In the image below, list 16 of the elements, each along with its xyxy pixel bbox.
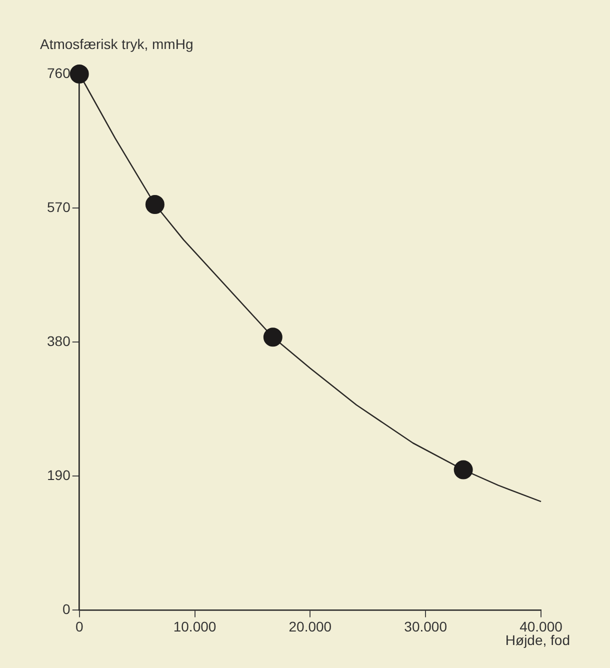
y-axis-title: Atmosfærisk tryk, mmHg [40,36,194,52]
point [70,64,89,84]
x-tick-label: 20.000 [288,618,332,634]
point [263,328,282,347]
y-tick-label: 190 [47,467,71,484]
x-tick-label: 40.000 [520,618,563,634]
x-axis-title: Højde, fod [505,632,570,648]
point [454,460,473,480]
y-tick-label: 0 [62,601,71,618]
point [145,195,164,214]
y-tick-label: 380 [47,332,71,349]
x-tick-label: 10.000 [173,618,216,634]
x-tick-label: 0 [75,618,84,634]
y-tick-label: 570 [47,198,71,215]
x-tick-label: 30.000 [404,618,448,634]
y-tick-label: 760 [47,64,71,81]
